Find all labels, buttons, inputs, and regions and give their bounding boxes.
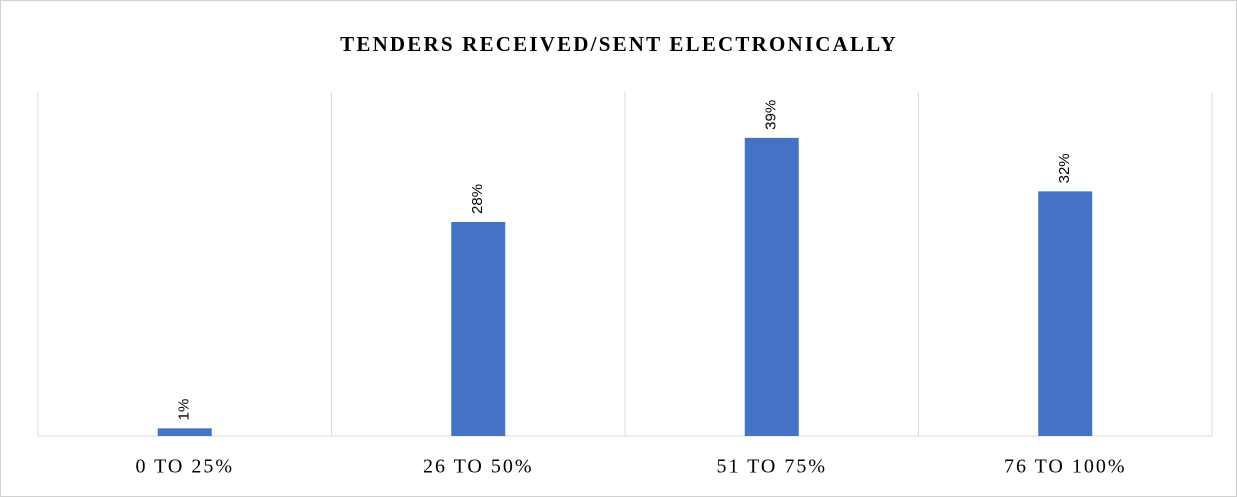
bar <box>744 137 799 436</box>
data-label: 1% <box>176 399 193 421</box>
bar <box>157 428 212 436</box>
x-tick-label: 0 TO 25% <box>135 456 234 478</box>
x-tick-label: 76 TO 100% <box>1004 456 1127 478</box>
bar <box>1038 191 1093 436</box>
data-label: 28% <box>469 184 486 214</box>
bar <box>451 221 506 436</box>
data-label: 39% <box>763 100 780 130</box>
data-label: 32% <box>1056 153 1073 183</box>
x-tick-label: 26 TO 50% <box>423 456 534 478</box>
chart-title: TENDERS RECEIVED/SENT ELECTRONICALLY <box>340 32 898 56</box>
x-tick-label: 51 TO 75% <box>716 456 827 478</box>
